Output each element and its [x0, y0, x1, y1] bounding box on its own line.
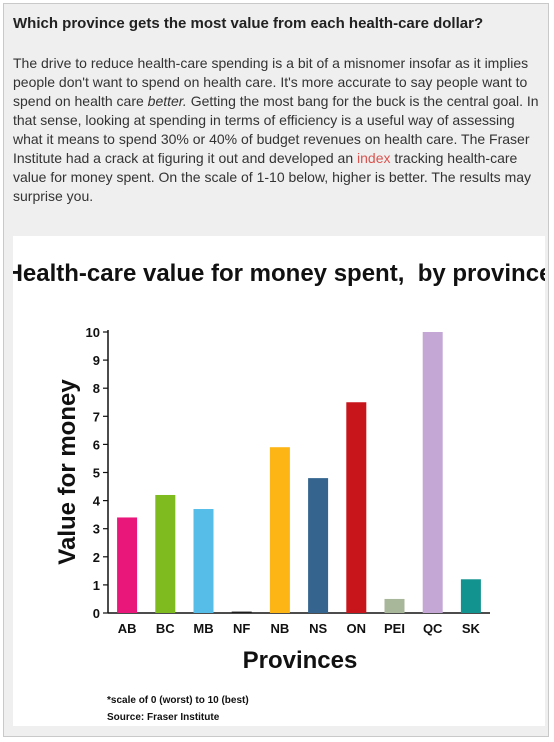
x-tick-label: NB: [271, 621, 290, 636]
paragraph-text-3: tracking health-care value for money spe…: [13, 150, 532, 204]
plot-area: 0 1 2 3 4 5 6 7 8 9 10 AB BC MB NF NB NS ON PEI QC SK: [86, 325, 490, 636]
y-tick-label: 7: [93, 409, 100, 424]
y-tick-label: 6: [93, 437, 100, 452]
y-tick-label: 1: [93, 578, 100, 593]
bar-pei: [384, 598, 405, 613]
chart-panel: Health-care value for money spent, by pr…: [13, 236, 545, 726]
paragraph-text-2: Getting the most bang for the buck is th…: [13, 93, 539, 166]
x-tick-label: BC: [156, 621, 175, 636]
y-tick-label: 10: [86, 325, 100, 340]
emphasis-text: better.: [147, 93, 187, 109]
bar-on: [346, 402, 367, 613]
x-tick-label: PEI: [384, 621, 405, 636]
y-tick-label: 0: [93, 606, 100, 621]
bar-ab: [117, 517, 138, 613]
chart-footnote: *scale of 0 (worst) to 10 (best): [107, 695, 249, 706]
index-link[interactable]: index: [357, 150, 391, 166]
chart-title: Health-care value for money spent, by pr…: [13, 260, 545, 287]
y-tick-label: 9: [93, 353, 100, 368]
x-tick-label: AB: [118, 621, 137, 636]
bar-bc: [155, 494, 176, 613]
chart-source: Source: Fraser Institute: [107, 712, 220, 723]
x-tick-label: NS: [309, 621, 327, 636]
x-tick-label: MB: [193, 621, 213, 636]
article-card: Which province gets the most value from …: [3, 3, 549, 737]
bar-nf: [231, 611, 252, 613]
article-body: The drive to reduce health-care spending…: [13, 54, 541, 206]
x-tick-label: SK: [462, 621, 481, 636]
y-tick-label: 2: [93, 550, 100, 565]
bar-chart: Health-care value for money spent, by pr…: [13, 260, 545, 723]
y-tick-label: 4: [93, 494, 101, 509]
paragraph-text-1: The drive to reduce health-care spending…: [13, 55, 529, 109]
article-title: Which province gets the most value from …: [13, 15, 484, 32]
y-tick-label: 5: [93, 466, 100, 481]
bar-qc: [422, 332, 443, 613]
bar-sk: [460, 579, 481, 613]
bar-ns: [308, 478, 329, 613]
y-tick-label: 8: [93, 381, 100, 396]
y-tick-label: 3: [93, 522, 100, 537]
bar-mb: [193, 509, 214, 613]
x-tick-label: ON: [347, 621, 367, 636]
x-tick-label: QC: [423, 621, 443, 636]
x-axis-label: Provinces: [243, 647, 358, 674]
x-tick-label: NF: [233, 621, 250, 636]
y-axis-label: Value for money: [54, 379, 81, 565]
bar-nb: [269, 447, 290, 613]
